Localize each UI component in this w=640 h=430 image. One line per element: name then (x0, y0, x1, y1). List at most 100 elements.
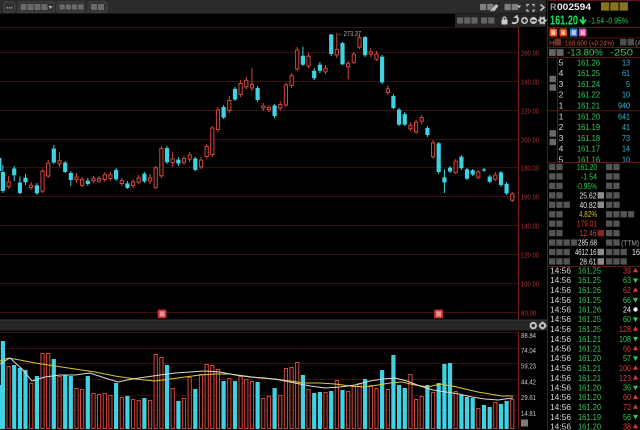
svg-text:-0.95%: -0.95% (576, 181, 597, 191)
svg-text:38: 38 (623, 422, 631, 430)
svg-text:161.20: 161.20 (578, 383, 601, 393)
svg-text:2: 2 (559, 90, 564, 100)
svg-text:14:56: 14:56 (550, 353, 571, 363)
svg-text:72: 72 (623, 402, 631, 412)
svg-text:...: ... (6, 2, 13, 11)
svg-text:100: 100 (619, 363, 631, 373)
svg-text:161.25: 161.25 (578, 266, 601, 276)
svg-text:179.01: 179.01 (577, 219, 597, 229)
svg-text:60: 60 (623, 392, 631, 402)
svg-text:240.00: 240.00 (521, 77, 539, 86)
svg-text:100.00: 100.00 (521, 279, 539, 288)
svg-text:2: 2 (559, 122, 564, 132)
svg-text:-250: -250 (610, 48, 633, 58)
svg-text:41: 41 (622, 122, 630, 132)
svg-text:(TTM): (TTM) (621, 241, 639, 248)
svg-text:161.26: 161.26 (578, 305, 601, 315)
svg-text:-0.95%: -0.95% (606, 16, 628, 26)
svg-text:161.25: 161.25 (578, 314, 601, 324)
svg-text:14:56: 14:56 (550, 422, 571, 430)
svg-text:161.20: 161.20 (578, 422, 601, 430)
svg-text:36: 36 (623, 383, 631, 393)
svg-text:14:56: 14:56 (550, 295, 571, 305)
svg-text:14:56: 14:56 (550, 305, 571, 315)
svg-text:1: 1 (559, 100, 564, 110)
svg-text:161.25: 161.25 (578, 275, 601, 285)
svg-text:3: 3 (559, 133, 564, 143)
svg-text:H: H (549, 38, 554, 47)
svg-text:180.00: 180.00 (521, 163, 539, 172)
svg-text:161.26: 161.26 (577, 57, 600, 67)
svg-text:14: 14 (622, 144, 630, 154)
svg-text:940: 940 (618, 100, 630, 110)
svg-text:161.21: 161.21 (578, 344, 601, 354)
svg-text:14:56: 14:56 (550, 363, 571, 373)
svg-text:61: 61 (622, 68, 630, 78)
svg-text:641: 641 (618, 111, 630, 121)
svg-text:12.46: 12.46 (580, 228, 597, 238)
svg-text:161.22: 161.22 (577, 90, 600, 100)
svg-text:161.24: 161.24 (577, 79, 600, 89)
svg-text:5: 5 (559, 57, 564, 67)
svg-text:40.82: 40.82 (580, 200, 597, 210)
svg-text:161.25: 161.25 (578, 324, 601, 334)
svg-text:63: 63 (623, 275, 631, 285)
svg-text:4: 4 (559, 68, 564, 78)
svg-text:160.00: 160.00 (521, 192, 539, 201)
svg-text:161.17: 161.17 (577, 144, 600, 154)
svg-text:14:56: 14:56 (550, 266, 571, 276)
svg-text:200.00: 200.00 (521, 135, 539, 144)
svg-text:3: 3 (559, 79, 564, 89)
svg-text:56: 56 (623, 412, 631, 422)
svg-text:161.19: 161.19 (578, 412, 601, 422)
svg-text:57: 57 (623, 353, 631, 363)
svg-text:161.21: 161.21 (578, 363, 601, 373)
svg-text:14:56: 14:56 (550, 314, 571, 324)
svg-text:4612.16: 4612.16 (575, 247, 597, 257)
svg-text:59.23: 59.23 (521, 362, 536, 371)
svg-text:R: R (550, 2, 557, 12)
svg-text:16: 16 (632, 247, 640, 257)
svg-text:←273.37: ←273.37 (338, 29, 361, 38)
svg-text:1: 1 (559, 111, 564, 121)
svg-text:161.18: 161.18 (577, 133, 600, 143)
svg-text:14:56: 14:56 (550, 402, 571, 412)
svg-text:88.84: 88.84 (521, 331, 536, 340)
svg-text:161.20: 161.20 (578, 392, 601, 402)
svg-text:-1.54: -1.54 (589, 16, 604, 26)
svg-text:5: 5 (559, 154, 564, 164)
svg-text:14:56: 14:56 (550, 344, 571, 354)
svg-text:66: 66 (623, 295, 631, 305)
svg-text:14:56: 14:56 (550, 373, 571, 383)
svg-text:161.16: 161.16 (577, 154, 600, 164)
svg-text:10: 10 (622, 90, 630, 100)
svg-text:73: 73 (622, 133, 630, 143)
svg-text:4: 4 (559, 144, 564, 154)
svg-text:24: 24 (623, 305, 631, 315)
svg-text:260.00: 260.00 (521, 48, 539, 57)
svg-text:161.25: 161.25 (578, 295, 601, 305)
svg-text:14:56: 14:56 (550, 285, 571, 295)
svg-text:74.04: 74.04 (521, 346, 536, 355)
svg-text:161.19: 161.19 (577, 122, 600, 132)
svg-text:66: 66 (623, 344, 631, 354)
svg-text:5: 5 (626, 79, 630, 89)
svg-text:140.00: 140.00 (521, 221, 539, 230)
svg-text:-1.54: -1.54 (581, 171, 597, 181)
svg-text:220.00: 220.00 (521, 106, 539, 115)
svg-text:80.00: 80.00 (521, 308, 537, 317)
svg-text:161.20: 161.20 (578, 353, 601, 363)
svg-text:13: 13 (622, 57, 630, 67)
svg-text:14.81: 14.81 (521, 409, 536, 418)
svg-text:60: 60 (623, 314, 631, 324)
svg-text:161.20: 161.20 (550, 14, 578, 28)
svg-text:120.00: 120.00 (521, 250, 539, 259)
svg-text:14:56: 14:56 (550, 275, 571, 285)
svg-text:14:56: 14:56 (550, 383, 571, 393)
svg-text:168.600 (+0.24%): 168.600 (+0.24%) (565, 38, 614, 47)
svg-text:44.42: 44.42 (521, 377, 536, 386)
svg-text:108: 108 (619, 334, 631, 344)
svg-text:14:56: 14:56 (550, 392, 571, 402)
svg-text:161.21: 161.21 (578, 334, 601, 344)
svg-text:62: 62 (623, 285, 631, 295)
